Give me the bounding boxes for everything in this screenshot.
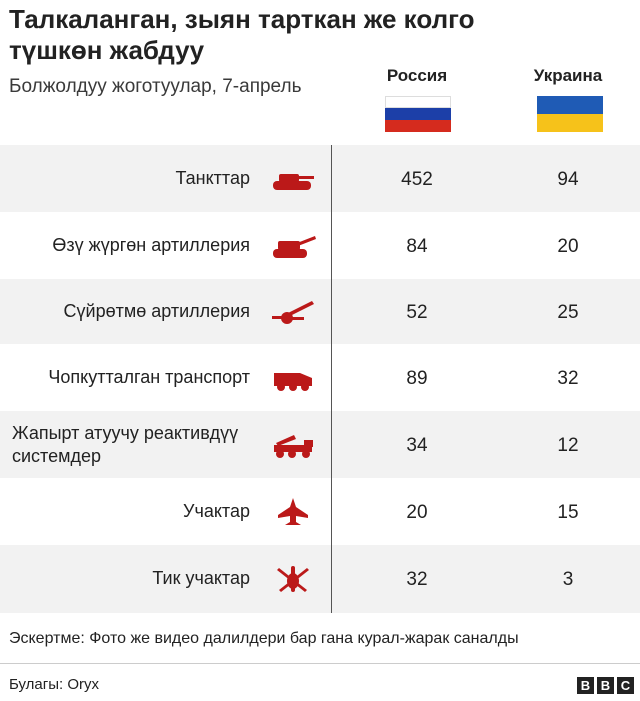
category-label: Сүйрөтмө артиллерия: [63, 300, 250, 321]
category-label: Чопкутталган транспорт: [48, 366, 250, 387]
column-header-ukraine: Украина: [533, 66, 603, 85]
bbc-logo: B B C: [577, 677, 634, 694]
table-row: Танкттар 452 94: [0, 145, 640, 212]
table-row: Учактар 20 15: [0, 478, 640, 545]
table-row: Өзү жүргөн артиллерия 84 20: [0, 212, 640, 279]
ukraine-value: 32: [557, 367, 579, 389]
column-header-russia: Россия: [386, 66, 448, 85]
category-label: Танкттар: [175, 167, 250, 188]
russia-value: 89: [406, 367, 428, 389]
tank-icon: [270, 164, 316, 194]
chart-title: Талкаланган, зыян тарткан же колго түшкө…: [9, 4, 475, 65]
footer-divider: [0, 663, 640, 664]
bbc-logo-letter: C: [617, 677, 634, 694]
ukraine-value: 12: [557, 434, 579, 456]
chart-subtitle: Болжолдуу жоготуулар, 7-апрель: [9, 76, 302, 97]
category-label: Тик учактар: [152, 568, 250, 588]
russia-value: 52: [406, 301, 428, 323]
ukraine-value: 25: [557, 301, 579, 323]
ukraine-value: 3: [562, 569, 574, 590]
table-row: Тик учактар 32 3: [0, 545, 640, 613]
table-row: Чопкутталган транспорт 89 32: [0, 344, 640, 411]
ukraine-value: 15: [557, 501, 579, 523]
armoured-vehicle-icon: [270, 363, 316, 393]
footnote: Эскертме: Фото же видео далилдери бар га…: [9, 630, 519, 647]
helicopter-icon: [270, 564, 316, 594]
ukraine-value: 20: [557, 235, 579, 257]
russia-flag-icon: [385, 96, 451, 132]
category-label: Учактар: [183, 500, 250, 521]
self-propelled-artillery-icon: [270, 231, 316, 261]
russia-value: 452: [401, 168, 433, 190]
category-label: Өзү жүргөн артиллерия: [52, 234, 250, 255]
russia-value: 32: [406, 569, 428, 590]
source-text: Булагы: Oryx: [9, 676, 100, 693]
jet-icon: [270, 497, 316, 527]
ukraine-flag-icon: [537, 96, 603, 132]
towed-artillery-icon: [270, 297, 316, 327]
rocket-launcher-icon: [270, 430, 316, 460]
column-divider: [331, 145, 332, 613]
bbc-logo-letter: B: [597, 677, 614, 694]
table-row: Жапырт атуучу реактивдүү системдер 34 12: [0, 411, 640, 478]
bbc-logo-letter: B: [577, 677, 594, 694]
russia-value: 84: [406, 235, 428, 257]
ukraine-value: 94: [557, 168, 579, 190]
russia-value: 34: [406, 434, 428, 456]
category-label: Жапырт атуучу реактивдүү системдер: [12, 422, 239, 466]
russia-value: 20: [406, 501, 428, 523]
table-row: Сүйрөтмө артиллерия 52 25: [0, 279, 640, 344]
